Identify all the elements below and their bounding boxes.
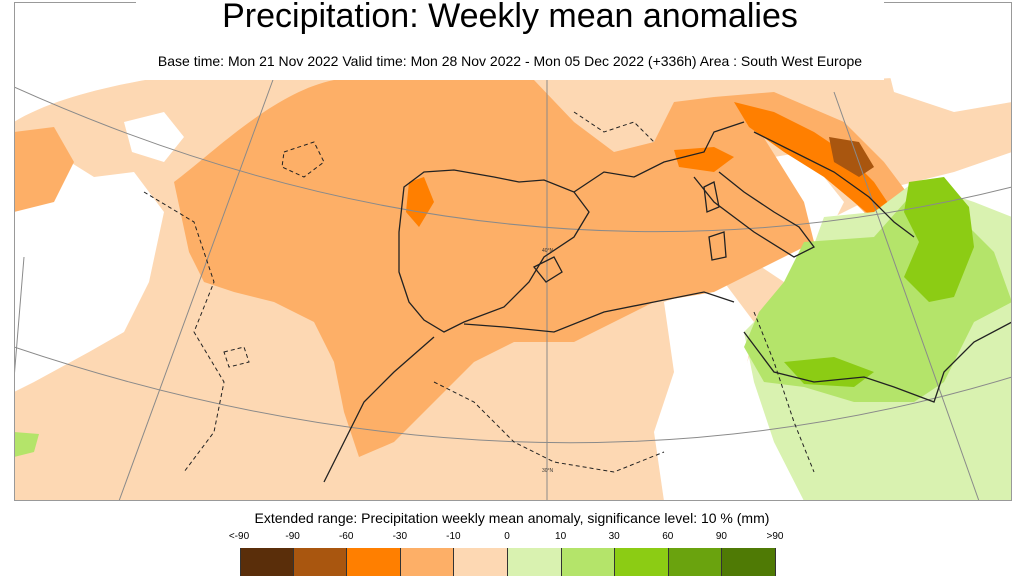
strong-negative-anomaly-alps: [674, 147, 734, 172]
legend-caption: Extended range: Precipitation weekly mea…: [254, 510, 770, 526]
legend-swatch: [400, 548, 455, 576]
legend-swatch: [615, 548, 669, 576]
coastlines: [323, 121, 1012, 483]
legend-label: -60: [338, 531, 354, 542]
legend-label: <-90: [228, 531, 250, 542]
latitude-label-40n: 40°N: [542, 248, 554, 254]
legend-swatch: [507, 548, 562, 576]
legend-label: -10: [446, 531, 461, 542]
anomaly-map: 40°N 30°N: [14, 2, 1012, 501]
chart-subtitle: Base time: Mon 21 Nov 2022 Valid time: M…: [157, 53, 863, 69]
legend-swatch: [240, 548, 294, 576]
significance-contours: [143, 111, 815, 473]
chart-title: Precipitation: Weekly mean anomalies: [222, 0, 798, 35]
moderate-negative-anomaly-area: [174, 80, 814, 457]
legend-swatch: [347, 548, 401, 576]
legend-label: 60: [662, 531, 674, 542]
near-normal-area-atlantic: [14, 152, 164, 392]
near-normal-area-atlantic-small: [124, 112, 184, 162]
positive-anomaly-area-strong: [904, 177, 974, 302]
near-normal-area-africa: [654, 282, 754, 501]
positive-anomaly-area-small-west: [14, 432, 39, 457]
legend-label: 90: [715, 531, 727, 542]
legend-swatch: [293, 548, 348, 576]
legend-swatch: [454, 548, 508, 576]
title-box: Precipitation: Weekly mean anomalies Bas…: [136, 0, 884, 80]
legend-labels: <-90 -90 -60 -30 -10 0 10 30 60 90 >90: [214, 531, 814, 545]
latitude-label-30n: 30°N: [542, 468, 554, 474]
legend-swatch: [668, 548, 723, 576]
legend-colorbar: [240, 548, 776, 576]
strong-negative-anomaly-portugal: [406, 177, 434, 227]
strong-negative-anomaly-adriatic: [734, 102, 894, 227]
strong-negative-anomaly-greece: [829, 137, 874, 177]
moderate-negative-anomaly-west: [14, 127, 74, 212]
legend-label: 0: [504, 531, 510, 542]
legend-label: -90: [285, 531, 300, 542]
legend-swatch: [561, 548, 616, 576]
legend-label: 10: [555, 531, 567, 542]
legend-label: -30: [392, 531, 408, 542]
legend-label: 30: [608, 531, 620, 542]
legend-swatch: [722, 548, 776, 576]
graticule: [14, 76, 1012, 501]
near-normal-area-northeast: [874, 2, 1012, 112]
legend-label: >90: [766, 531, 784, 542]
